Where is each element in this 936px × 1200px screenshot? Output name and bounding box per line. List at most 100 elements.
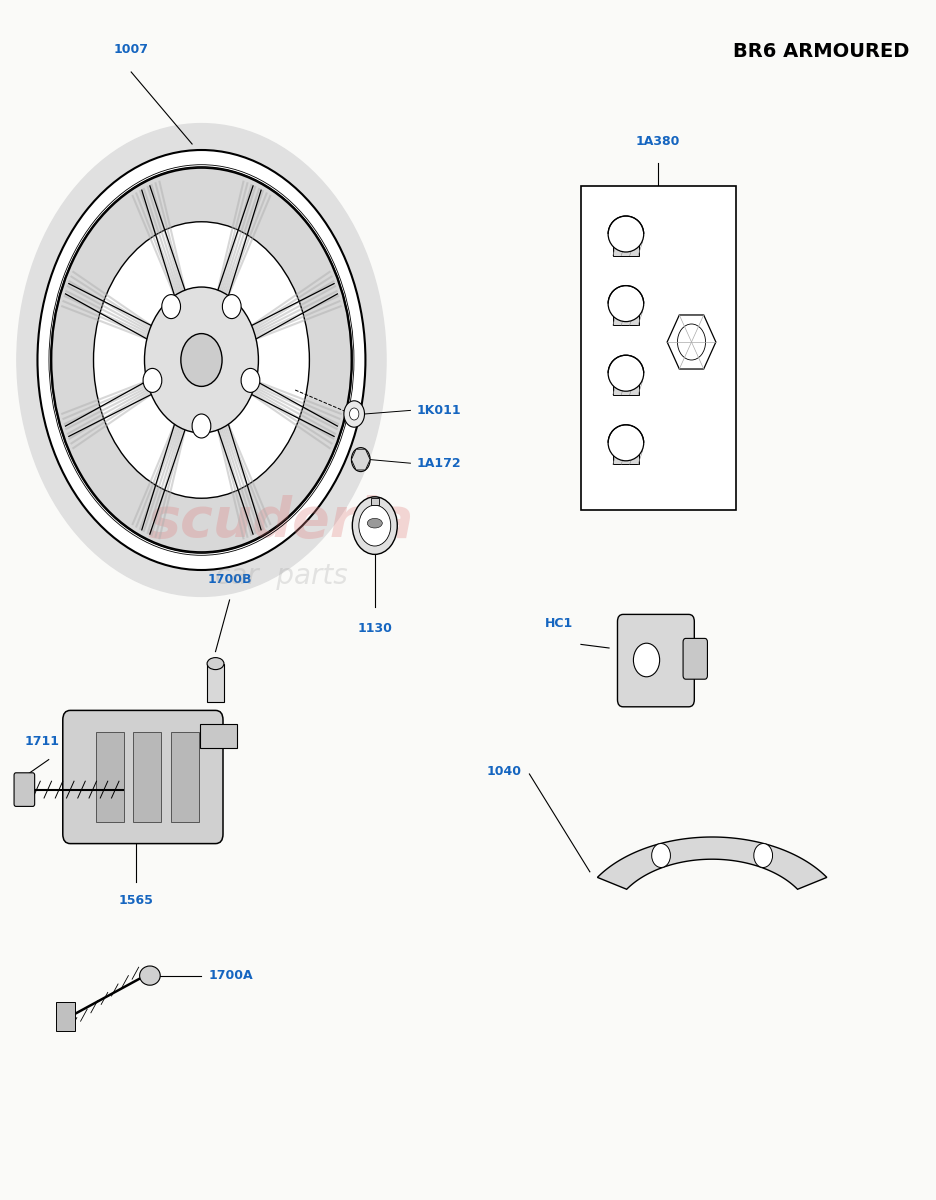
Bar [651, 316, 669, 338]
Ellipse shape [139, 966, 160, 985]
Bar [598, 388, 616, 410]
Circle shape [94, 222, 309, 498]
Bar [56, 1002, 75, 1031]
Ellipse shape [607, 355, 643, 391]
Bar [170, 732, 198, 822]
FancyBboxPatch shape [14, 773, 35, 806]
Ellipse shape [207, 658, 224, 670]
Circle shape [51, 167, 352, 553]
FancyBboxPatch shape [682, 638, 707, 679]
Bar [612, 308, 638, 325]
Ellipse shape [607, 425, 643, 461]
Bar [687, 268, 705, 290]
Bar [651, 412, 669, 434]
Bar [634, 388, 651, 410]
Bar [634, 436, 651, 458]
Text: 1040: 1040 [487, 766, 521, 778]
Bar [687, 412, 705, 434]
Bar [580, 460, 598, 482]
Bar [616, 460, 634, 482]
FancyBboxPatch shape [63, 710, 223, 844]
Bar [705, 388, 723, 410]
Circle shape [351, 448, 370, 472]
Text: 1711: 1711 [24, 734, 60, 748]
Bar [669, 340, 687, 362]
Bar [598, 340, 616, 362]
Bar [95, 732, 124, 822]
Bar [580, 186, 735, 510]
Bar [669, 436, 687, 458]
Bar [687, 316, 705, 338]
Bar [612, 378, 638, 395]
Circle shape [162, 295, 181, 319]
Circle shape [352, 497, 397, 554]
Bar [705, 292, 723, 314]
Bar [669, 292, 687, 314]
Bar [199, 724, 237, 748]
Bar [669, 388, 687, 410]
Polygon shape [666, 314, 715, 370]
Bar [207, 664, 224, 702]
Text: 1565: 1565 [118, 894, 154, 907]
Circle shape [51, 168, 351, 552]
Bar [616, 364, 634, 386]
Circle shape [29, 139, 373, 581]
Text: 1700A: 1700A [209, 970, 254, 982]
Circle shape [241, 368, 259, 392]
Circle shape [17, 124, 386, 596]
Bar [598, 292, 616, 314]
Text: 1130: 1130 [357, 622, 392, 635]
Bar [616, 316, 634, 338]
Text: 1A172: 1A172 [417, 457, 461, 469]
Bar [634, 340, 651, 362]
Bar [580, 412, 598, 434]
Ellipse shape [607, 216, 643, 252]
Circle shape [192, 414, 211, 438]
Bar [612, 239, 638, 256]
Text: HC1: HC1 [545, 617, 573, 630]
Text: 1700B: 1700B [207, 572, 252, 586]
Ellipse shape [367, 518, 382, 528]
Text: 1007: 1007 [113, 43, 149, 56]
Circle shape [677, 324, 705, 360]
Bar [133, 732, 161, 822]
Polygon shape [351, 449, 370, 470]
Text: scuderia: scuderia [148, 496, 414, 550]
Bar [651, 268, 669, 290]
Bar [651, 364, 669, 386]
Bar [580, 316, 598, 338]
Bar [705, 340, 723, 362]
Bar [371, 498, 378, 505]
Bar [687, 460, 705, 482]
Bar [598, 436, 616, 458]
Bar [612, 448, 638, 464]
Circle shape [651, 844, 670, 868]
Bar [616, 412, 634, 434]
Circle shape [349, 408, 358, 420]
Circle shape [37, 150, 365, 570]
Circle shape [33, 144, 370, 576]
Text: BR6 ARMOURED: BR6 ARMOURED [732, 42, 908, 61]
Circle shape [344, 401, 364, 427]
Bar [687, 364, 705, 386]
Text: 1K011: 1K011 [417, 404, 461, 416]
Circle shape [633, 643, 659, 677]
Circle shape [222, 295, 241, 319]
Bar [616, 268, 634, 290]
Circle shape [25, 133, 377, 587]
Circle shape [181, 334, 222, 386]
Circle shape [358, 505, 390, 546]
Circle shape [21, 128, 382, 592]
Bar [580, 268, 598, 290]
Ellipse shape [607, 286, 643, 322]
Bar [651, 460, 669, 482]
FancyBboxPatch shape [617, 614, 694, 707]
Circle shape [753, 844, 771, 868]
Circle shape [144, 287, 258, 433]
Bar [705, 436, 723, 458]
Polygon shape [597, 838, 826, 889]
Circle shape [143, 368, 162, 392]
Text: car  parts: car parts [214, 562, 347, 590]
Bar [580, 364, 598, 386]
Bar [634, 292, 651, 314]
